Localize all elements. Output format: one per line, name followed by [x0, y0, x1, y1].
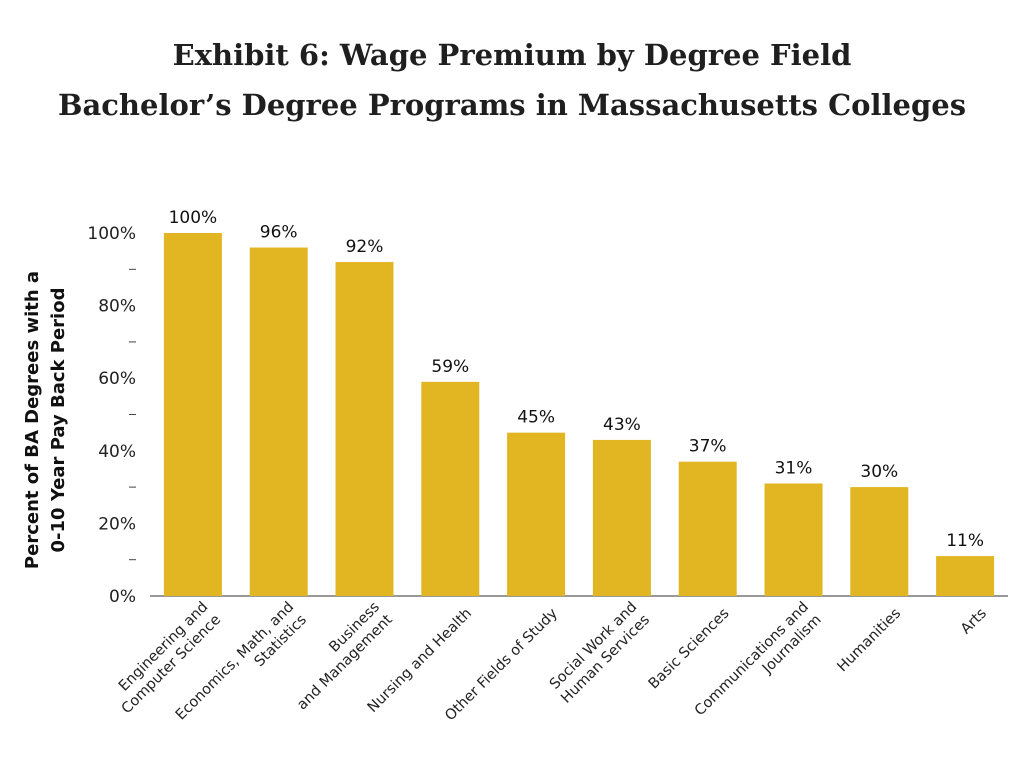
- bar: [163, 233, 222, 596]
- y-tick-label: 20%: [98, 514, 136, 534]
- bar-value-label: 45%: [517, 408, 555, 428]
- chart-subtitle: Bachelor’s Degree Programs in Massachuse…: [57, 88, 967, 122]
- bar-value-label: 59%: [431, 357, 469, 377]
- bar-value-label: 31%: [775, 458, 813, 478]
- bar-value-label: 96%: [260, 223, 298, 243]
- bar: [764, 483, 823, 596]
- bar-value-label: 11%: [946, 531, 984, 551]
- y-tick-label: 0%: [109, 587, 136, 607]
- bar: [421, 381, 480, 596]
- bars: [163, 233, 995, 596]
- y-tick-label: 60%: [98, 369, 136, 389]
- bar: [335, 262, 394, 596]
- bar-value-label: 43%: [603, 415, 641, 435]
- bar: [850, 487, 909, 596]
- y-axis-label-line: 0-10 Year Pay Back Period: [48, 288, 69, 553]
- value-labels: 100% 96% 92% 59% 45% 43% 37% 31% 30% 11%: [169, 208, 984, 551]
- bar-value-label: 100%: [169, 208, 218, 228]
- bar: [249, 247, 308, 596]
- x-tick-label-line: Arts: [958, 606, 990, 638]
- bar: [936, 556, 995, 596]
- x-tick-label: Arts: [958, 606, 990, 638]
- bar: [678, 461, 737, 596]
- bar-value-label: 37%: [689, 437, 727, 457]
- bar: [507, 432, 566, 596]
- x-axis-labels: Engineering andComputer ScienceEconomics…: [116, 599, 990, 724]
- x-tick-label: Humanities: [834, 606, 904, 676]
- y-tick-label: 80%: [98, 297, 136, 317]
- bar-value-label: 30%: [860, 462, 898, 482]
- bar-value-label: 92%: [346, 237, 384, 257]
- x-tick-label: Social Work andHuman Services: [546, 599, 654, 707]
- y-axis-label: Percent of BA Degrees with a 0-10 Year Pa…: [22, 271, 69, 569]
- bar: [592, 439, 651, 596]
- x-tick-label-line: Humanities: [834, 606, 904, 676]
- y-tick-label: 100%: [87, 224, 136, 244]
- y-axis-label-line: Percent of BA Degrees with a: [22, 271, 43, 569]
- chart-title-block: Exhibit 6: Wage Premium by Degree Field …: [0, 30, 1024, 130]
- y-axis-title: Percent of BA Degrees with a 0-10 Year Pa…: [22, 271, 69, 569]
- chart-title: Exhibit 6: Wage Premium by Degree Field: [172, 38, 852, 72]
- y-tick-label: 40%: [98, 442, 136, 462]
